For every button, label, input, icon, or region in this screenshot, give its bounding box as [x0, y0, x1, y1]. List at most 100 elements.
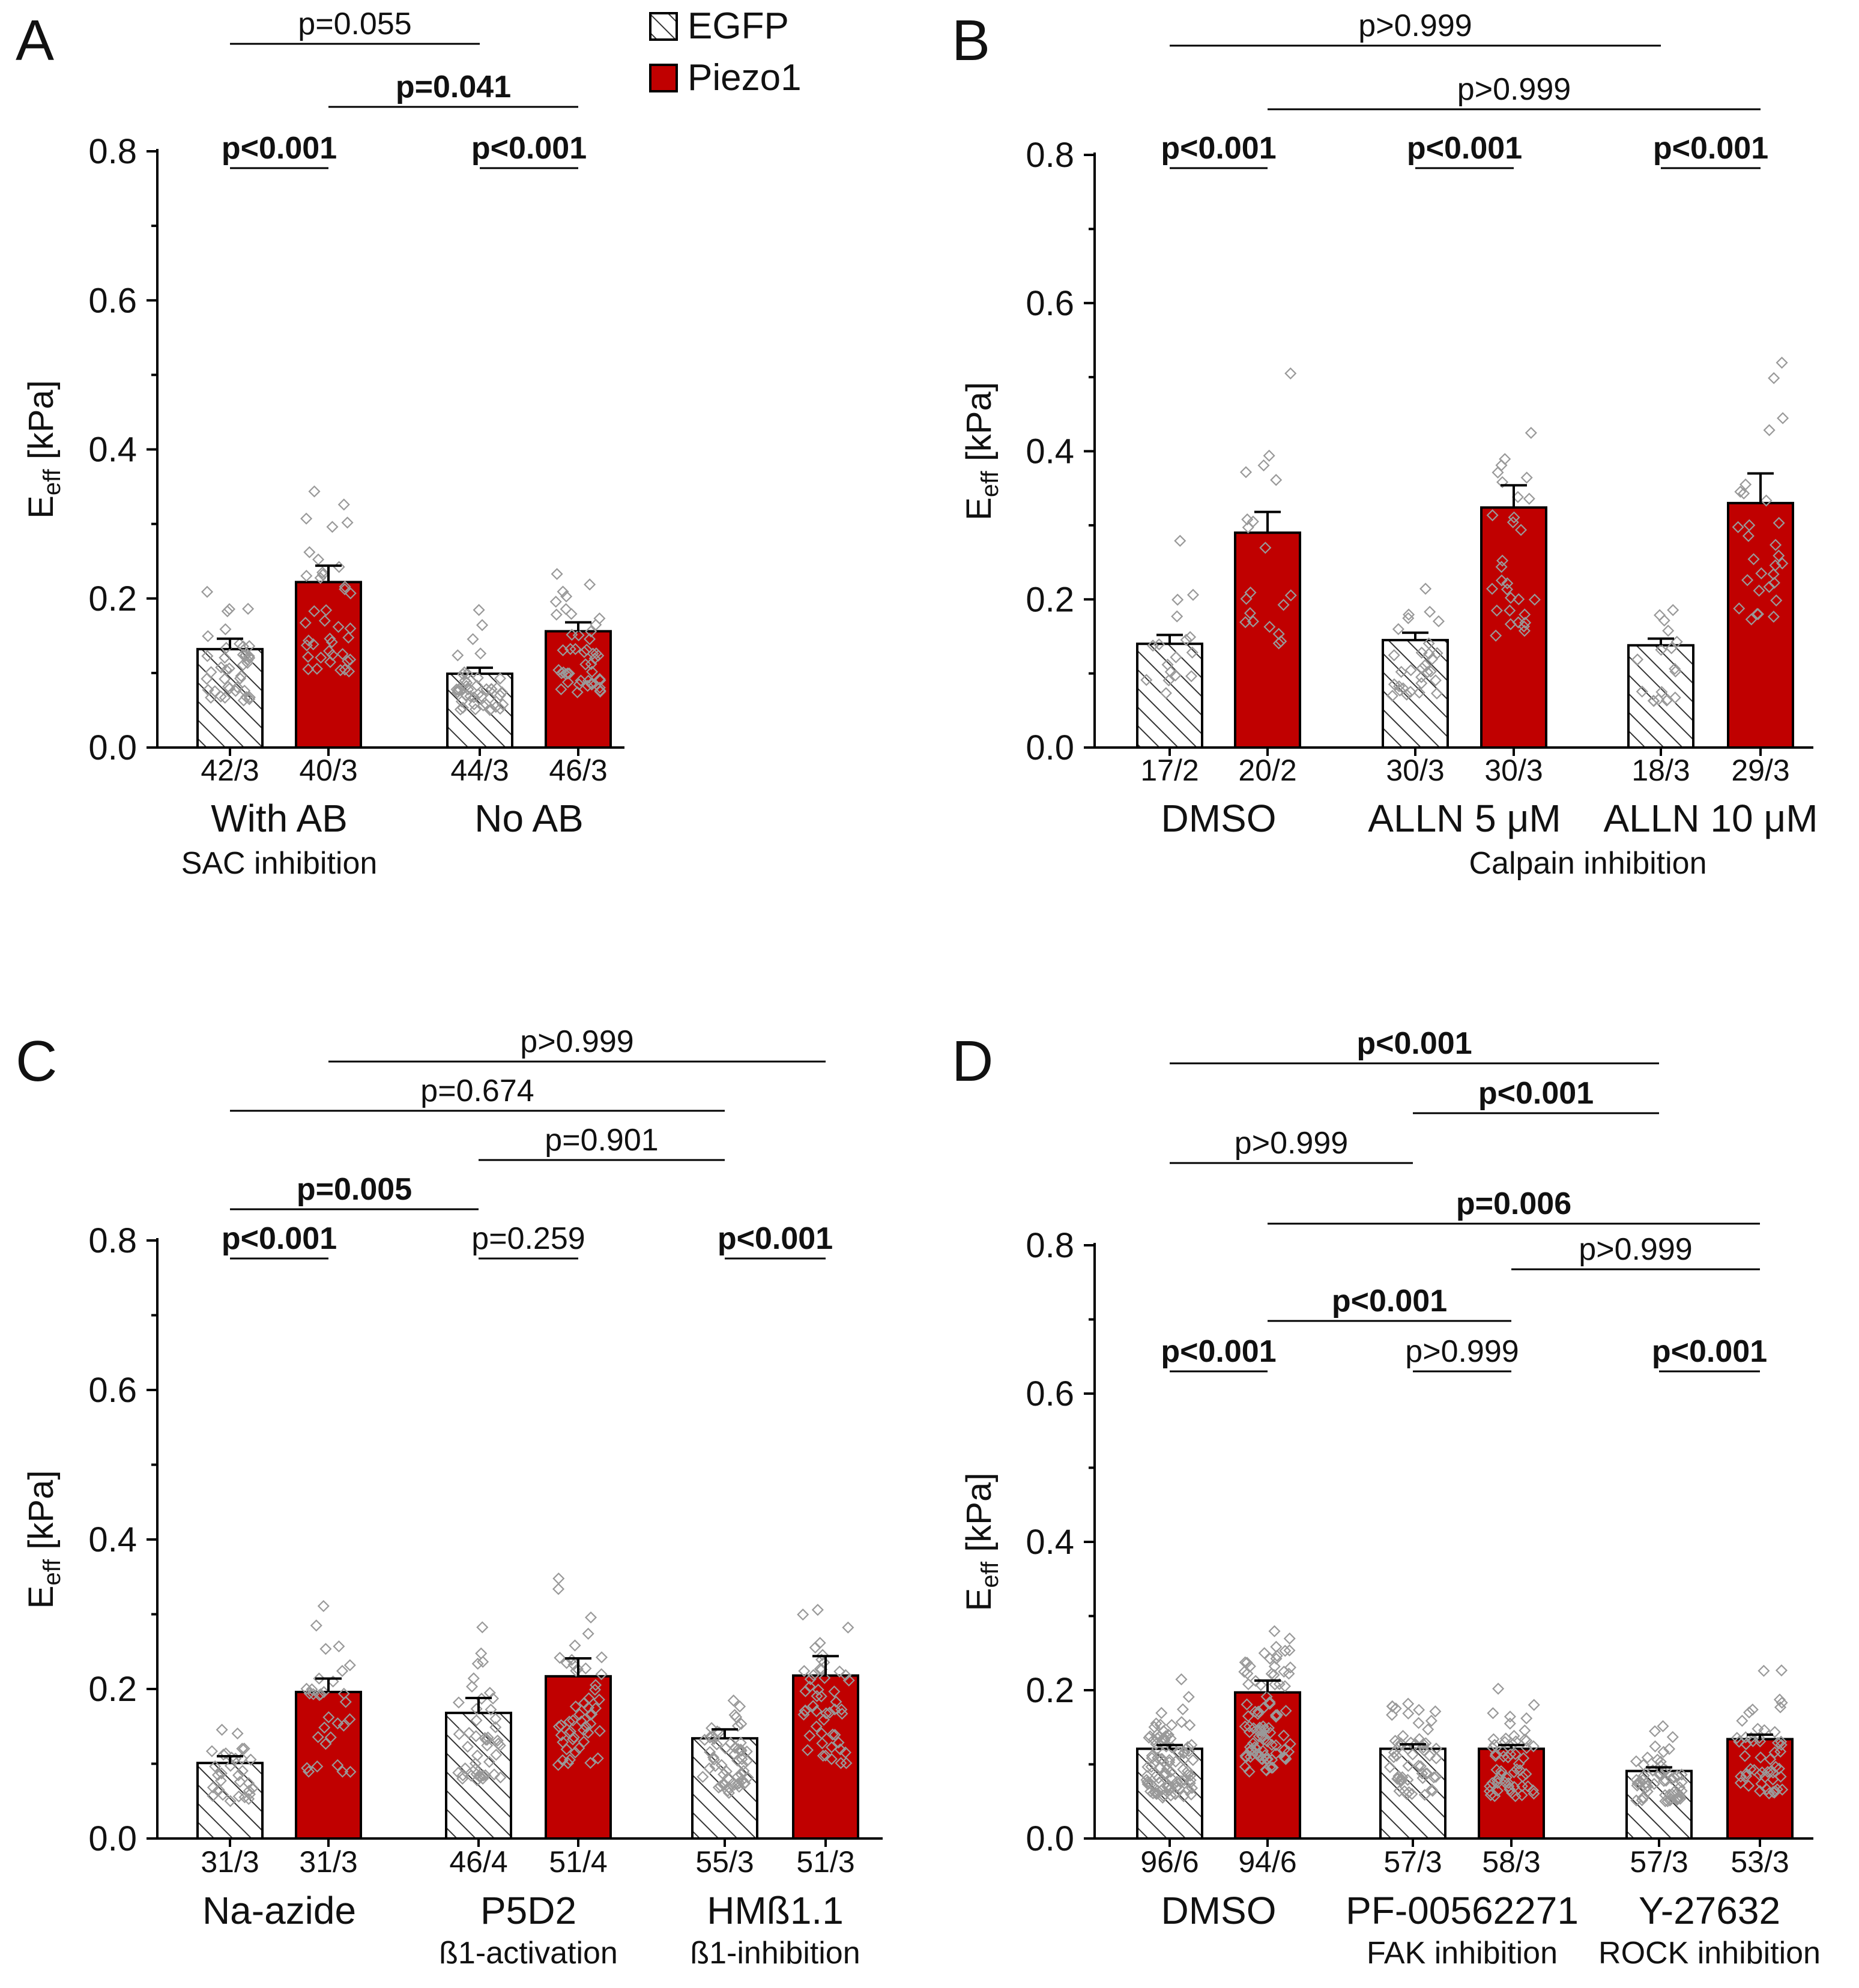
group-sublabel: SAC inhibition [181, 846, 378, 881]
significance-bracket: p<0.001 [1268, 1284, 1511, 1322]
data-point [334, 664, 347, 677]
data-point [1492, 1772, 1505, 1784]
data-point [1528, 1699, 1540, 1711]
data-point [1636, 1792, 1649, 1804]
data-point [300, 512, 313, 525]
data-point [1404, 664, 1417, 677]
count-label: 51/4 [549, 1845, 607, 1879]
data-point [1520, 1712, 1533, 1724]
data-point [1422, 647, 1435, 660]
data-point [1773, 549, 1785, 562]
data-point [728, 1709, 741, 1721]
data-point [1258, 1647, 1271, 1660]
data-point [1240, 593, 1253, 605]
data-point [1519, 1724, 1531, 1737]
data-point [1402, 1707, 1415, 1720]
data-point [1402, 1697, 1415, 1710]
data-point [473, 603, 485, 616]
data-point [344, 653, 357, 666]
data-point [803, 1681, 816, 1693]
data-point [308, 605, 321, 618]
data-point [583, 633, 596, 645]
data-point [343, 1713, 356, 1726]
y-tick-label: 0.0 [1026, 1819, 1074, 1858]
significance-bracket: p>0.999 [1170, 1126, 1413, 1164]
data-point [1740, 1767, 1753, 1780]
data-point [242, 602, 255, 615]
data-point [565, 608, 578, 620]
bar-group: 94/6 [1234, 1625, 1301, 1879]
data-point [322, 1711, 335, 1724]
data-point [1648, 1778, 1660, 1790]
data-point [207, 1781, 219, 1794]
data-point [1161, 658, 1174, 671]
data-point [452, 684, 465, 696]
significance-bracket: p<0.001 [1407, 131, 1522, 169]
count-label: 31/3 [299, 1845, 357, 1879]
count-label: 31/3 [201, 1845, 259, 1879]
bar-group: 58/3 [1478, 1682, 1545, 1879]
data-point [219, 691, 231, 704]
bar-piezo1 [1480, 506, 1547, 749]
count-label: 57/3 [1630, 1845, 1688, 1879]
data-point [480, 698, 492, 711]
data-point [336, 1664, 349, 1678]
count-label: 42/3 [201, 754, 259, 787]
p-value-label: p<0.001 [1652, 1334, 1767, 1369]
p-value-label: p>0.999 [1579, 1232, 1692, 1267]
data-point [476, 619, 489, 632]
data-point [1239, 466, 1253, 479]
data-point [1527, 1740, 1540, 1753]
data-point [717, 1778, 730, 1790]
data-point [1386, 689, 1398, 702]
data-point [209, 1760, 222, 1773]
data-point [729, 1741, 742, 1754]
data-point [319, 1643, 332, 1655]
bar-group: 29/3 [1727, 357, 1794, 787]
data-point [1514, 524, 1528, 536]
bar-group: 51/3 [792, 1604, 859, 1879]
data-point [490, 1748, 503, 1761]
data-point [1265, 1762, 1278, 1774]
data-point [336, 1765, 349, 1778]
group-label: With AB [211, 797, 348, 840]
data-point [1429, 1705, 1442, 1718]
data-point [1752, 608, 1764, 620]
data-point [302, 663, 315, 675]
data-point [316, 566, 329, 579]
data-point [468, 698, 480, 710]
p-value-label: p>0.999 [1358, 8, 1472, 43]
data-point [1144, 1730, 1156, 1742]
data-point [1486, 582, 1499, 595]
significance-bracket: p<0.001 [471, 131, 587, 169]
data-point [219, 651, 231, 664]
bar-group: 55/3 [691, 1694, 758, 1879]
data-point [589, 1679, 602, 1691]
bar-group: 57/3 [1625, 1720, 1693, 1879]
data-point [842, 1674, 855, 1687]
data-point [1487, 1733, 1500, 1745]
significance-bracket: p<0.001 [1413, 1076, 1659, 1114]
data-point [1430, 687, 1443, 699]
data-point [1184, 1774, 1197, 1786]
data-point [1182, 1741, 1194, 1753]
data-point [1430, 1742, 1442, 1755]
count-label: 51/3 [796, 1845, 854, 1879]
data-point [300, 570, 313, 582]
data-point [299, 617, 312, 629]
data-point [491, 1734, 504, 1747]
data-point [1769, 559, 1782, 572]
data-point [215, 661, 228, 674]
data-point [1284, 1738, 1296, 1750]
data-point [1141, 1760, 1154, 1773]
data-point [459, 1762, 471, 1775]
data-point [475, 690, 488, 702]
data-point [1528, 1787, 1540, 1800]
data-point [740, 1754, 754, 1767]
data-point [1400, 688, 1413, 701]
data-point [590, 618, 602, 631]
data-point [1504, 591, 1517, 604]
data-point [1261, 1735, 1274, 1748]
data-point [489, 1712, 502, 1725]
